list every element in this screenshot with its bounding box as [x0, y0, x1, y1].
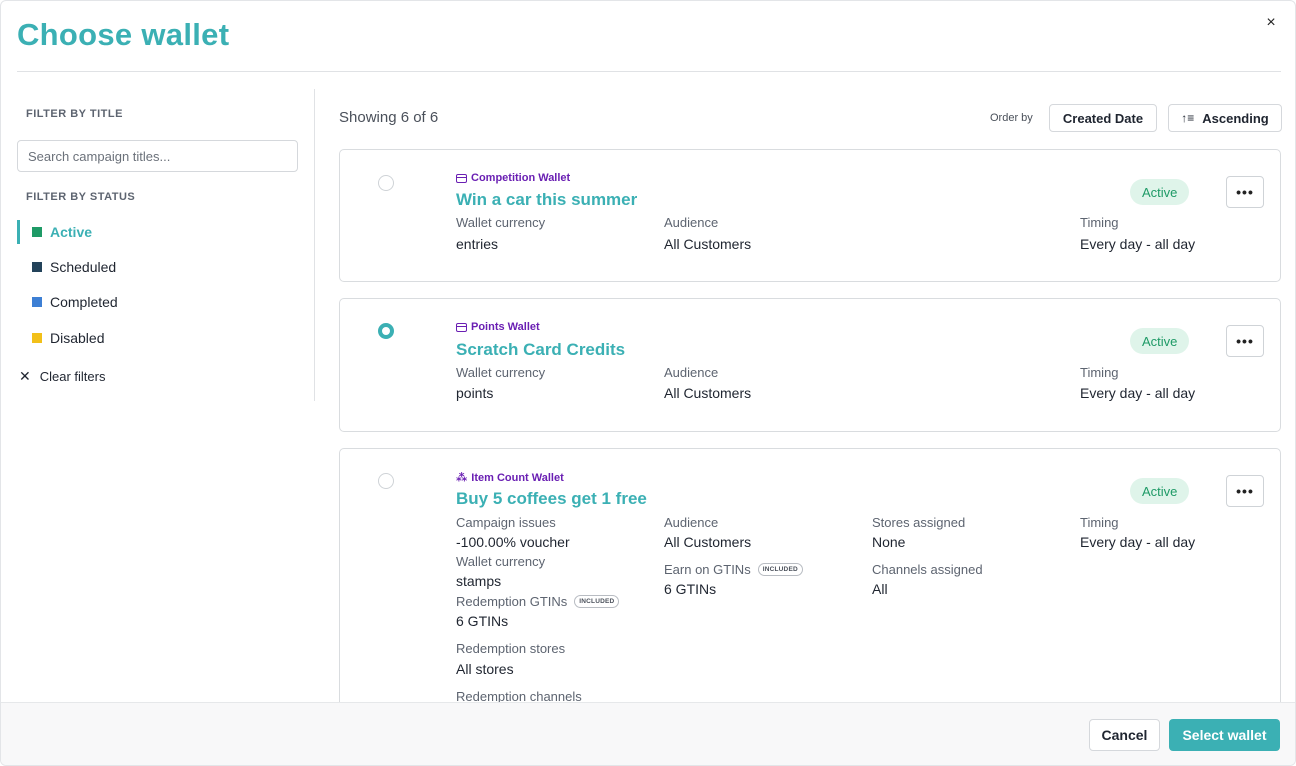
audience-label: Audience: [664, 215, 719, 230]
wallet-radio[interactable]: [378, 175, 394, 191]
channels-assigned-value: All: [872, 581, 888, 597]
status-color-square: [32, 333, 42, 343]
order-direction-label: Ascending: [1202, 110, 1269, 126]
campaign-issues-value: -100.00% voucher: [456, 534, 570, 550]
more-options-button[interactable]: •••: [1226, 176, 1264, 208]
earn-gtins-label: Earn on GTINs INCLUDED: [664, 562, 803, 577]
status-filter-scheduled[interactable]: Scheduled: [17, 255, 297, 279]
modal-title: Choose wallet: [17, 17, 230, 52]
order-direction-button[interactable]: ↑≡ Ascending: [1168, 104, 1282, 132]
earn-gtins-value: 6 GTINs: [664, 581, 717, 597]
included-tag: INCLUDED: [757, 563, 803, 576]
wallet-icon: [456, 173, 467, 183]
network-icon: ⁂: [456, 472, 468, 484]
status-filter-label: Active: [50, 224, 93, 240]
redemption-stores-label: Redemption stores: [456, 641, 566, 656]
wallet-currency-label: Wallet currency: [456, 554, 546, 569]
earn-gtins-label-text: Earn on GTINs: [664, 562, 751, 577]
stores-assigned-label: Stores assigned: [872, 515, 966, 530]
audience-value: All Customers: [664, 534, 752, 550]
more-options-button[interactable]: •••: [1226, 325, 1264, 357]
audience-label: Audience: [664, 365, 719, 380]
status-badge: Active: [1130, 328, 1190, 354]
wallet-currency-label: Wallet currency: [456, 215, 546, 230]
filter-by-status-heading: FILTER BY STATUS: [26, 191, 136, 203]
timing-value: Every day - all day: [1080, 385, 1196, 401]
status-color-square: [32, 262, 42, 272]
results-count: Showing 6 of 6: [339, 109, 439, 126]
status-filter-active[interactable]: Active: [17, 220, 297, 244]
stores-assigned-value: None: [872, 534, 906, 550]
audience-value: All Customers: [664, 385, 752, 401]
wallet-card[interactable]: ⁂ Item Count Wallet Buy 5 coffees get 1 …: [339, 448, 1281, 718]
clear-filters-button[interactable]: ✕ Clear filters: [19, 368, 105, 385]
wallet-type: Points Wallet: [456, 321, 540, 333]
close-icon: ✕: [19, 368, 31, 384]
wallet-currency-label: Wallet currency: [456, 365, 546, 380]
wallet-name[interactable]: Scratch Card Credits: [456, 340, 626, 359]
modal-footer: Cancel Select wallet: [1, 702, 1295, 765]
cancel-button[interactable]: Cancel: [1089, 719, 1160, 751]
wallet-type-label: Points Wallet: [471, 321, 540, 333]
wallet-name[interactable]: Win a car this summer: [456, 190, 638, 209]
status-color-square: [32, 227, 42, 237]
status-filter-label: Disabled: [50, 330, 105, 346]
redemption-gtins-value: 6 GTINs: [456, 613, 509, 629]
timing-label: Timing: [1080, 515, 1119, 530]
redemption-gtins-label-text: Redemption GTINs: [456, 594, 568, 609]
status-filter-completed[interactable]: Completed: [17, 290, 297, 314]
status-badge: Active: [1130, 478, 1190, 504]
wallet-card[interactable]: Points Wallet Scratch Card Credits Walle…: [339, 298, 1281, 432]
close-icon[interactable]: ×: [1266, 14, 1276, 31]
clear-filters-label: Clear filters: [39, 369, 106, 384]
wallet-name[interactable]: Buy 5 coffees get 1 free: [456, 489, 647, 508]
order-field-button[interactable]: Created Date: [1049, 104, 1157, 132]
timing-value: Every day - all day: [1080, 236, 1196, 252]
wallet-type-label: Item Count Wallet: [471, 471, 564, 484]
wallet-icon: [456, 322, 467, 332]
wallet-type: Competition Wallet: [456, 172, 570, 184]
timing-label: Timing: [1080, 365, 1119, 380]
wallet-currency-value: points: [456, 385, 494, 401]
title-divider: [17, 71, 1281, 72]
channels-assigned-label: Channels assigned: [872, 562, 983, 577]
status-filter-label: Scheduled: [50, 259, 117, 275]
wallet-type-label: Competition Wallet: [471, 172, 571, 184]
redemption-gtins-label: Redemption GTINs INCLUDED: [456, 594, 620, 609]
select-wallet-button[interactable]: Select wallet: [1169, 719, 1280, 751]
status-filter-label: Completed: [50, 294, 118, 310]
status-badge: Active: [1130, 179, 1190, 205]
status-color-square: [32, 297, 42, 307]
wallet-card[interactable]: Competition Wallet Win a car this summer…: [339, 149, 1281, 282]
redemption-stores-value: All stores: [456, 661, 514, 677]
audience-label: Audience: [664, 515, 719, 530]
audience-value: All Customers: [664, 236, 752, 252]
timing-value: Every day - all day: [1080, 534, 1196, 550]
wallet-radio[interactable]: [378, 323, 394, 339]
wallet-radio[interactable]: [378, 473, 394, 489]
timing-label: Timing: [1080, 215, 1119, 230]
wallet-type: ⁂ Item Count Wallet: [456, 471, 564, 485]
sort-ascending-icon: ↑≡: [1181, 111, 1195, 125]
filter-sidebar: FILTER BY TITLE FILTER BY STATUS Active …: [1, 89, 315, 401]
status-filter-disabled[interactable]: Disabled: [17, 326, 297, 350]
wallet-currency-value: entries: [456, 236, 499, 252]
included-tag: INCLUDED: [574, 595, 620, 608]
redemption-channels-label: Redemption channels: [456, 689, 582, 704]
wallet-currency-value: stamps: [456, 573, 502, 589]
campaign-issues-label: Campaign issues: [456, 515, 556, 530]
more-options-button[interactable]: •••: [1226, 475, 1264, 507]
order-by-label: Order by: [990, 112, 1033, 124]
search-input[interactable]: [17, 140, 298, 172]
filter-by-title-heading: FILTER BY TITLE: [26, 108, 123, 120]
